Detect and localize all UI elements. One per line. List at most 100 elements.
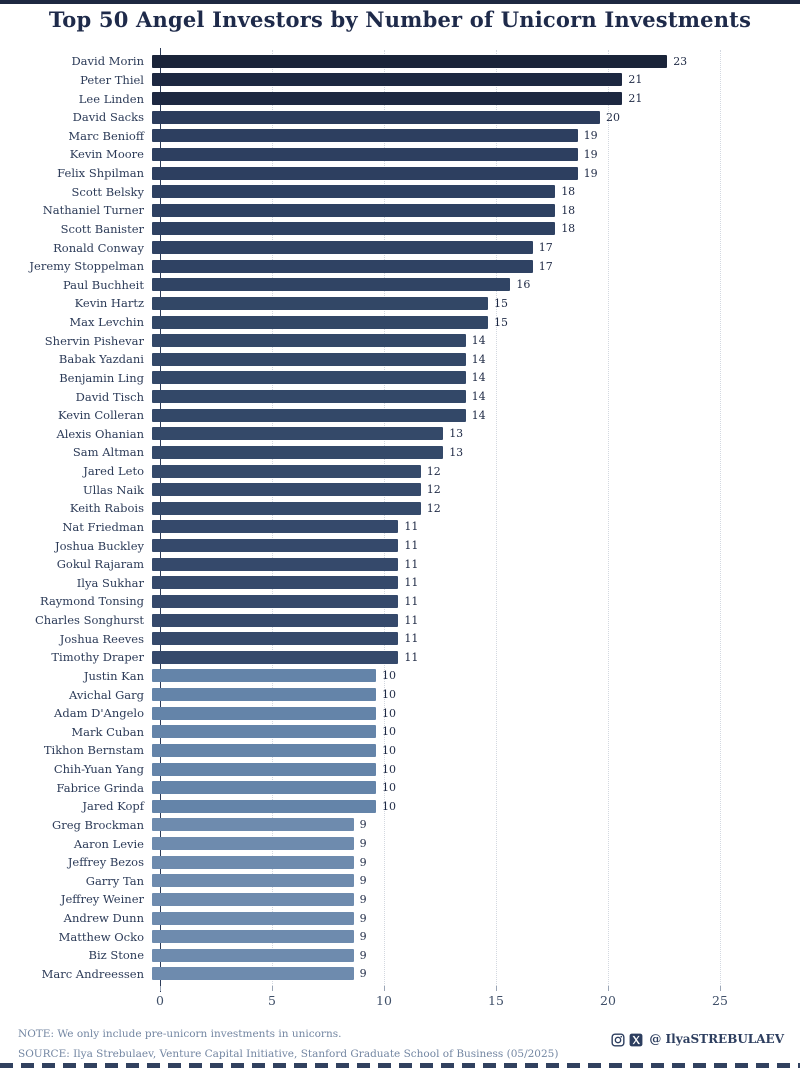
investment-bar	[152, 855, 354, 869]
x-tick-label: 15	[488, 993, 504, 1008]
plot-area	[160, 50, 735, 986]
bar-value-label: 23	[673, 54, 688, 68]
bar-value-label: 18	[561, 222, 576, 236]
bar-row: Mark Cuban 10	[0, 723, 800, 742]
gridline	[608, 50, 609, 986]
footnote: NOTE: We only include pre-unicorn invest…	[18, 1028, 342, 1040]
bar-row: Charles Songhurst 11	[0, 611, 800, 630]
bar-row: Joshua Reeves 11	[0, 629, 800, 648]
bar-row: Kevin Hartz 15	[0, 294, 800, 313]
bar-row: Ullas Naik 12	[0, 480, 800, 499]
bar-rows: David Morin 23 Peter Thiel 21 Lee Linden…	[0, 52, 800, 983]
bar-value-label: 10	[382, 669, 396, 683]
investor-name: Aaron Levie	[73, 836, 144, 851]
x-tick-label: 5	[268, 993, 276, 1008]
investor-name: Max Levchin	[69, 315, 144, 330]
investment-bar	[152, 352, 466, 366]
bar-row: Garry Tan 9	[0, 872, 800, 891]
investment-bar	[152, 278, 511, 292]
bar-row: Kevin Moore 19	[0, 145, 800, 164]
x-tick-label: 20	[600, 993, 616, 1008]
bar-row: Jared Kopf 10	[0, 797, 800, 816]
investment-bar	[152, 539, 399, 553]
investor-name: Jeremy Stoppelman	[29, 259, 144, 274]
x-tick-label: 25	[712, 993, 728, 1008]
bar-row: Greg Brockman 9	[0, 816, 800, 835]
investment-bar	[152, 743, 376, 757]
bar-value-label: 14	[471, 371, 486, 385]
bar-row: Chih-Yuan Yang 10	[0, 760, 800, 779]
investment-bar	[152, 259, 533, 273]
investor-name: Nathaniel Turner	[42, 203, 144, 218]
bar-row: Ilya Sukhar 11	[0, 574, 800, 593]
bar-value-label: 12	[426, 483, 441, 497]
chart-title: Top 50 Angel Investors by Number of Unic…	[48, 7, 752, 32]
investment-bar	[152, 892, 354, 906]
bar-value-label: 17	[538, 241, 553, 255]
source-credit: SOURCE: Ilya Strebulaev, Venture Capital…	[18, 1048, 559, 1060]
bar-row: Fabrice Grinda 10	[0, 778, 800, 797]
bar-row: Sam Altman 13	[0, 443, 800, 462]
bar-value-label: 9	[359, 837, 367, 851]
investment-bar	[152, 166, 578, 180]
investment-bar	[152, 874, 354, 888]
investment-bar	[152, 930, 354, 944]
investment-bar	[152, 73, 623, 87]
investment-bar	[152, 911, 354, 925]
investment-bar	[152, 501, 421, 515]
investment-bar	[152, 315, 488, 329]
investor-name: Raymond Tonsing	[40, 594, 144, 609]
investor-name: Peter Thiel	[80, 72, 144, 87]
investment-bar	[152, 781, 376, 795]
investor-name: Nat Friedman	[62, 519, 144, 534]
investor-name: Chih-Yuan Yang	[53, 762, 144, 777]
bar-value-label: 9	[359, 818, 367, 832]
bar-value-label: 18	[561, 203, 576, 217]
bar-value-label: 12	[426, 464, 441, 478]
bar-value-label: 9	[359, 892, 367, 906]
investment-bar	[152, 334, 466, 348]
x-tick-label: 10	[376, 993, 392, 1008]
bar-row: David Morin 23	[0, 52, 800, 71]
investor-name: Jeffrey Bezos	[67, 855, 144, 870]
bar-value-label: 14	[471, 334, 486, 348]
x-tick-mark	[496, 986, 497, 991]
investor-name: Paul Buchheit	[62, 277, 144, 292]
investor-name: Garry Tan	[85, 873, 144, 888]
bar-row: Matthew Ocko 9	[0, 927, 800, 946]
investment-bar	[152, 576, 399, 590]
investment-bar	[152, 371, 466, 385]
investment-bar	[152, 185, 556, 199]
bar-value-label: 10	[382, 762, 396, 776]
bar-value-label: 11	[404, 557, 419, 571]
x-icon	[629, 1032, 643, 1047]
investment-bar	[152, 203, 556, 217]
bar-row: David Sacks 20	[0, 108, 800, 127]
bar-row: Andrew Dunn 9	[0, 909, 800, 928]
bar-row: Marc Andreessen 9	[0, 965, 800, 984]
investment-bar	[152, 464, 421, 478]
investor-name: Timothy Draper	[51, 650, 144, 665]
bar-value-label: 15	[494, 296, 508, 310]
bar-value-label: 11	[404, 632, 419, 646]
investor-name: Keith Rabois	[69, 501, 144, 516]
investment-bar	[152, 483, 421, 497]
bar-value-label: 10	[382, 725, 396, 739]
investor-name: Sam Altman	[72, 445, 144, 460]
investment-bar	[152, 241, 533, 255]
x-tick-mark	[160, 986, 161, 991]
bar-row: David Tisch 14	[0, 387, 800, 406]
bar-row: Raymond Tonsing 11	[0, 592, 800, 611]
investment-bar	[152, 408, 466, 422]
investment-bar	[152, 296, 488, 310]
bar-row: Keith Rabois 12	[0, 499, 800, 518]
investment-bar	[152, 594, 399, 608]
investment-bar	[152, 557, 399, 571]
bar-row: Justin Kan 10	[0, 667, 800, 686]
investor-name: Gokul Rajaram	[56, 557, 144, 572]
social-handle: @ IlyaSTREBULAEV	[649, 1032, 784, 1046]
bar-value-label: 10	[382, 706, 396, 720]
bar-value-label: 21	[628, 73, 643, 87]
investor-name: David Morin	[71, 54, 144, 69]
